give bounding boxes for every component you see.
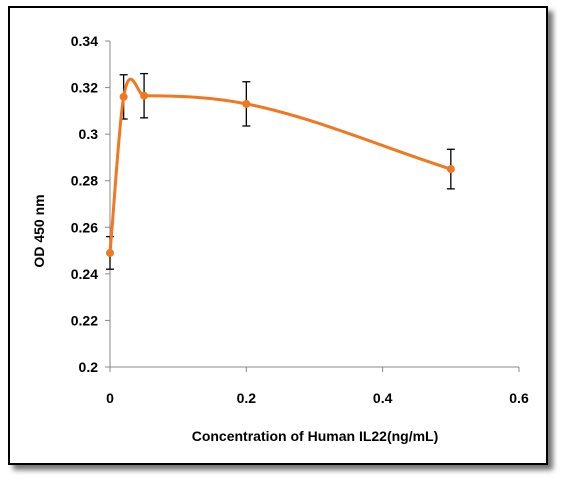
x-tick-label: 0.4 (373, 390, 393, 406)
x-tick-label: 0.2 (237, 390, 257, 406)
y-axis-title: OD 450 nm (31, 194, 47, 267)
y-tick-label: 0.32 (71, 80, 98, 96)
chart-frame (8, 6, 548, 465)
series-line (108, 77, 452, 254)
data-point (106, 248, 114, 257)
y-tick-label: 0.28 (71, 173, 98, 189)
data-point (446, 165, 455, 174)
data-point (242, 99, 251, 108)
y-tick-label: 0.24 (71, 266, 98, 282)
y-tick-label: 0.3 (79, 126, 99, 142)
data-point (140, 91, 149, 100)
y-tick-label: 0.2 (79, 359, 99, 375)
y-tick-label: 0.22 (71, 312, 98, 328)
x-axis-title: Concentration of Human IL22(ng/mL) (192, 428, 439, 444)
y-tick-label: 0.34 (71, 33, 98, 49)
y-tick-label: 0.26 (71, 219, 98, 235)
data-point (119, 92, 128, 101)
x-tick-label: 0.6 (509, 390, 529, 406)
x-tick-label: 0 (106, 390, 114, 406)
